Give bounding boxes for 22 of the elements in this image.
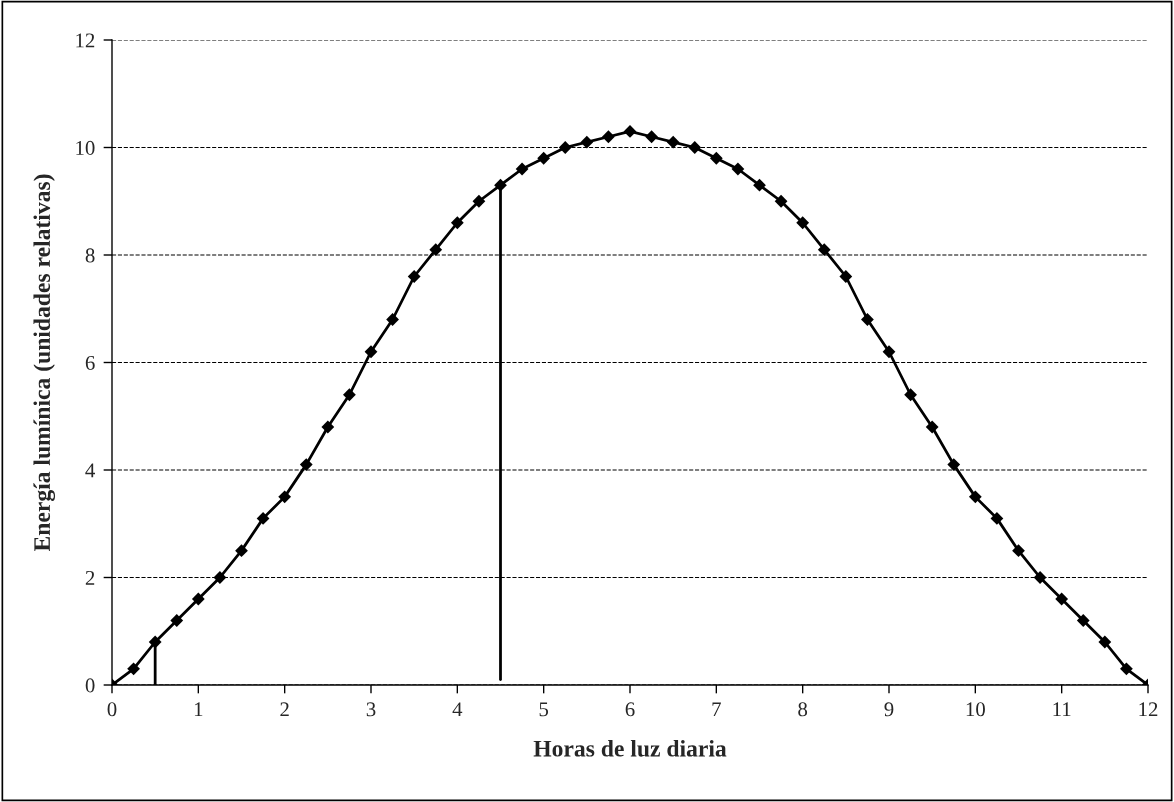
y-tick-label: 6 [85, 355, 95, 370]
y-tick-label: 10 [76, 140, 95, 155]
x-tick-label: 5 [539, 702, 549, 717]
x-axis-title: Horas de luz diaria [533, 740, 727, 757]
y-tick-label: 0 [85, 678, 95, 693]
y-tick-label: 2 [85, 570, 95, 585]
x-tick-label: 1 [194, 702, 203, 717]
x-tick-label: 3 [366, 702, 376, 717]
x-tick-label: 11 [1053, 702, 1071, 717]
x-tick-label: 12 [1139, 702, 1158, 717]
y-tick-label: 8 [85, 248, 95, 263]
y-axis-title: Energía lumínica (unidades relativas) [33, 174, 56, 552]
x-tick-label: 10 [966, 702, 985, 717]
x-tick-label: 7 [712, 702, 721, 717]
x-tick-label: 9 [884, 702, 894, 717]
y-tick-label: 4 [85, 463, 96, 478]
x-tick-label: 6 [625, 702, 635, 717]
y-tick-label: 12 [76, 33, 95, 48]
x-tick-label: 8 [798, 702, 808, 717]
x-tick-label: 2 [280, 702, 289, 717]
x-tick-label: 0 [107, 702, 117, 717]
x-tick-label: 4 [452, 702, 463, 717]
